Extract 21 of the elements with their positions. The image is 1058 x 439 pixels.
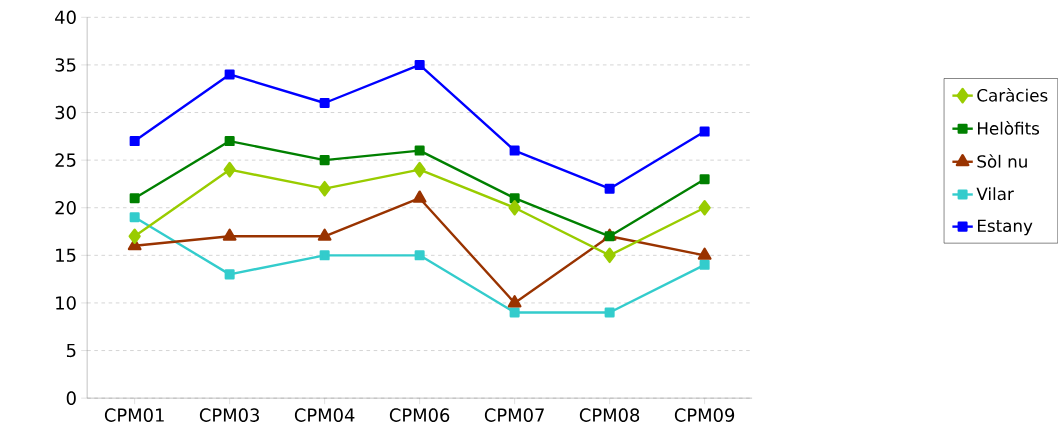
legend-label: Estany xyxy=(978,219,1033,236)
x-tick-label: CPM04 xyxy=(294,408,355,423)
y-tick-label: 10 xyxy=(56,296,76,310)
x-tick-label: CPM06 xyxy=(389,408,450,423)
y-tick-label: 30 xyxy=(55,105,76,120)
legend-label: Caràcies xyxy=(977,88,1048,102)
x-tick-label: CPM03 xyxy=(199,408,259,423)
y-tick-label: 25 xyxy=(55,153,76,168)
y-tick-label: 40 xyxy=(55,10,76,25)
x-tick-label: CPM01 xyxy=(104,408,164,423)
x-tick-label: CPM07 xyxy=(484,408,544,423)
x-tick-label: CPM09 xyxy=(674,408,735,423)
y-tick-label: 20 xyxy=(55,201,76,215)
y-tick-label: 5 xyxy=(66,344,76,358)
y-tick-label: 35 xyxy=(55,58,76,72)
legend-label: Sòl nu xyxy=(977,154,1027,168)
y-tick-label: 0 xyxy=(66,391,76,406)
legend-label: Vilar xyxy=(976,187,1014,201)
y-tick-label: 15 xyxy=(56,248,76,263)
x-tick-label: CPM08 xyxy=(579,408,640,423)
legend-label: Helòfits xyxy=(978,121,1040,135)
